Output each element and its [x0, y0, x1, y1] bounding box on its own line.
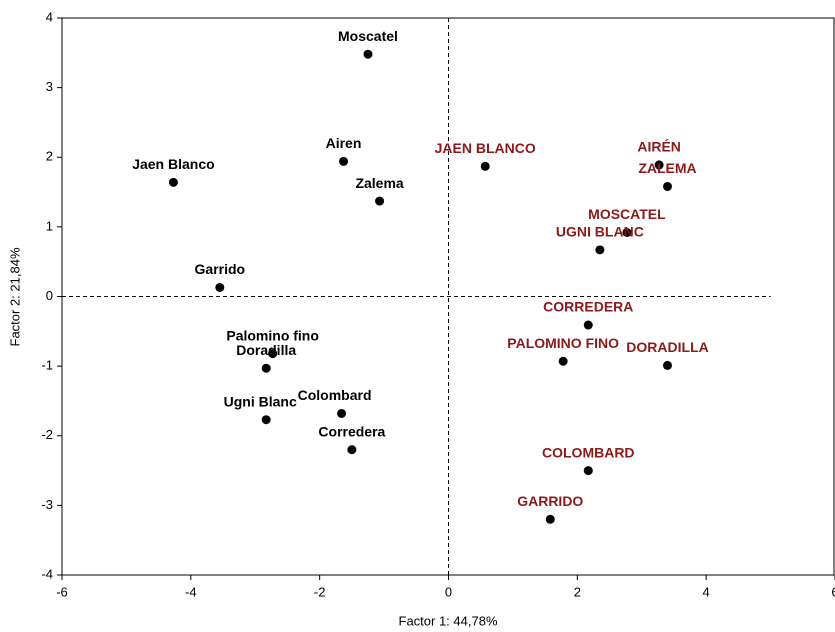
- point: [622, 227, 632, 237]
- point: [558, 356, 568, 366]
- point-label: DORADILLA: [626, 339, 708, 355]
- point: [363, 49, 373, 59]
- y-tick-label: 1: [46, 218, 53, 233]
- point-label: Palomino fino: [226, 327, 319, 343]
- y-tick-label: -1: [41, 358, 53, 373]
- x-tick-label: -2: [314, 584, 326, 599]
- point: [375, 196, 385, 206]
- x-tick-label: -6: [56, 584, 68, 599]
- x-tick-label: 6: [831, 584, 835, 599]
- point: [663, 181, 673, 191]
- point-label: JAEN BLANCO: [435, 140, 536, 156]
- point-label: CORREDERA: [543, 299, 633, 315]
- point: [595, 245, 605, 255]
- point-label: Moscatel: [338, 28, 398, 44]
- point-label: GARRIDO: [517, 493, 583, 509]
- x-axis-label: Factor 1: 44,78%: [399, 613, 498, 628]
- point: [261, 363, 271, 373]
- y-tick-label: -3: [41, 497, 53, 512]
- point-label: ZALEMA: [638, 160, 696, 176]
- point: [168, 177, 178, 187]
- point: [480, 161, 490, 171]
- x-tick-label: 4: [703, 584, 710, 599]
- y-tick-label: 2: [46, 149, 53, 164]
- point: [337, 408, 347, 418]
- point: [261, 415, 271, 425]
- point: [583, 320, 593, 330]
- point: [663, 360, 673, 370]
- point: [215, 282, 225, 292]
- point: [654, 160, 664, 170]
- y-tick-label: 3: [46, 79, 53, 94]
- point-label: AIRÉN: [637, 139, 681, 155]
- point-label: Jaen Blanco: [132, 156, 214, 172]
- point: [347, 445, 357, 455]
- point: [583, 466, 593, 476]
- y-tick-label: 0: [46, 288, 53, 303]
- point-label: COLOMBARD: [542, 444, 635, 460]
- x-tick-label: 0: [445, 584, 452, 599]
- point: [545, 514, 555, 524]
- x-tick-label: -4: [185, 584, 197, 599]
- point-label: Corredera: [318, 423, 385, 439]
- point-label: Doradilla: [236, 342, 296, 358]
- y-tick-label: -2: [41, 427, 53, 442]
- x-tick-label: 2: [574, 584, 581, 599]
- point-label: Garrido: [195, 261, 246, 277]
- point-label: PALOMINO FINO: [507, 335, 619, 351]
- point-label: MOSCATEL: [588, 206, 666, 222]
- point: [339, 156, 349, 166]
- point-label: Colombard: [298, 387, 372, 403]
- point: [268, 349, 278, 359]
- y-axis-label: Factor 2: 21,84%: [7, 247, 22, 346]
- y-tick-label: 4: [46, 9, 53, 24]
- point-label: Ugni Blanc: [224, 393, 297, 409]
- point-label: Zalema: [355, 175, 403, 191]
- point-label: Airen: [326, 135, 362, 151]
- point-label: UGNI BLANC: [556, 224, 644, 240]
- y-tick-label: -4: [41, 566, 53, 581]
